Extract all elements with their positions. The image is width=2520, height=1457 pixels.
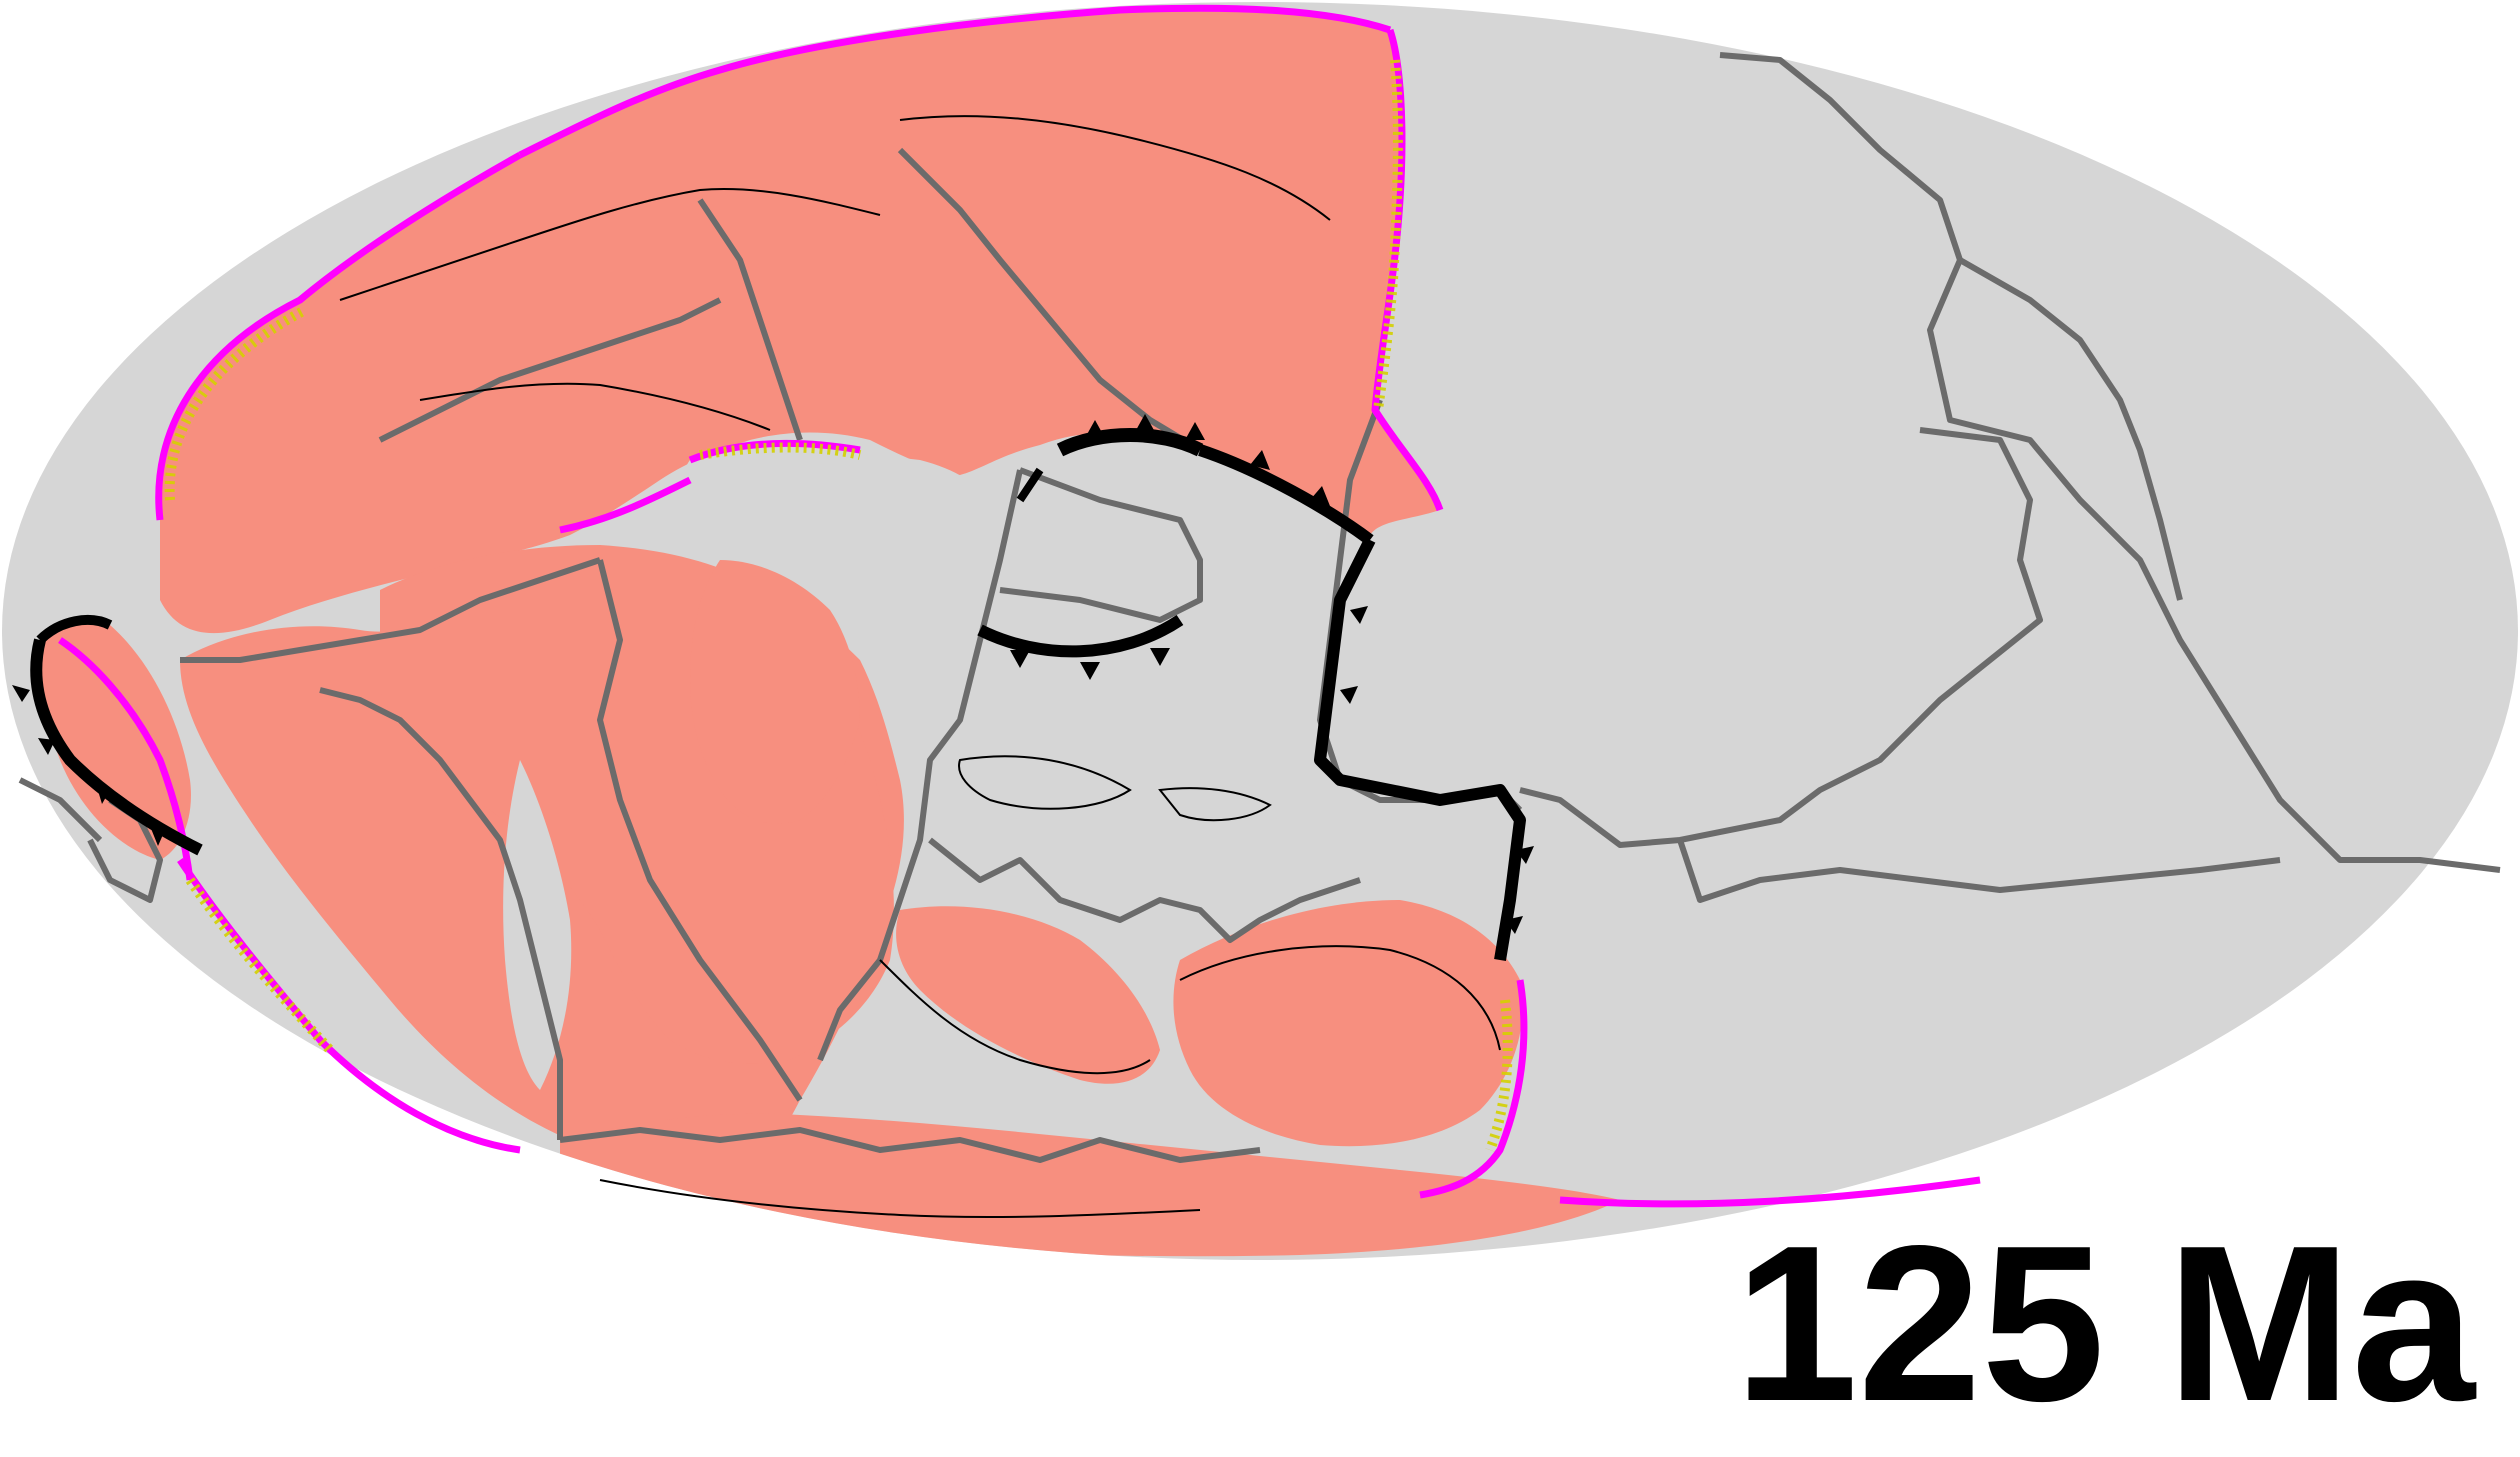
continent-antarctica [560,1113,1620,1257]
continent-indian-ocean-fragment [896,906,1160,1084]
continent-laurasia [158,8,1441,634]
continent-australia [1173,900,1523,1147]
age-label: 125 Ma [1734,1200,2475,1448]
continent-india [690,560,860,824]
subduction-zones [30,428,1526,961]
coastlines [339,115,1501,1219]
tethys-sea [684,452,1000,542]
margin-hatching [164,59,1513,1152]
subduction-teeth [12,414,1534,934]
continent-western-sliver [38,620,191,860]
south-atlantic-rift [503,760,572,1090]
